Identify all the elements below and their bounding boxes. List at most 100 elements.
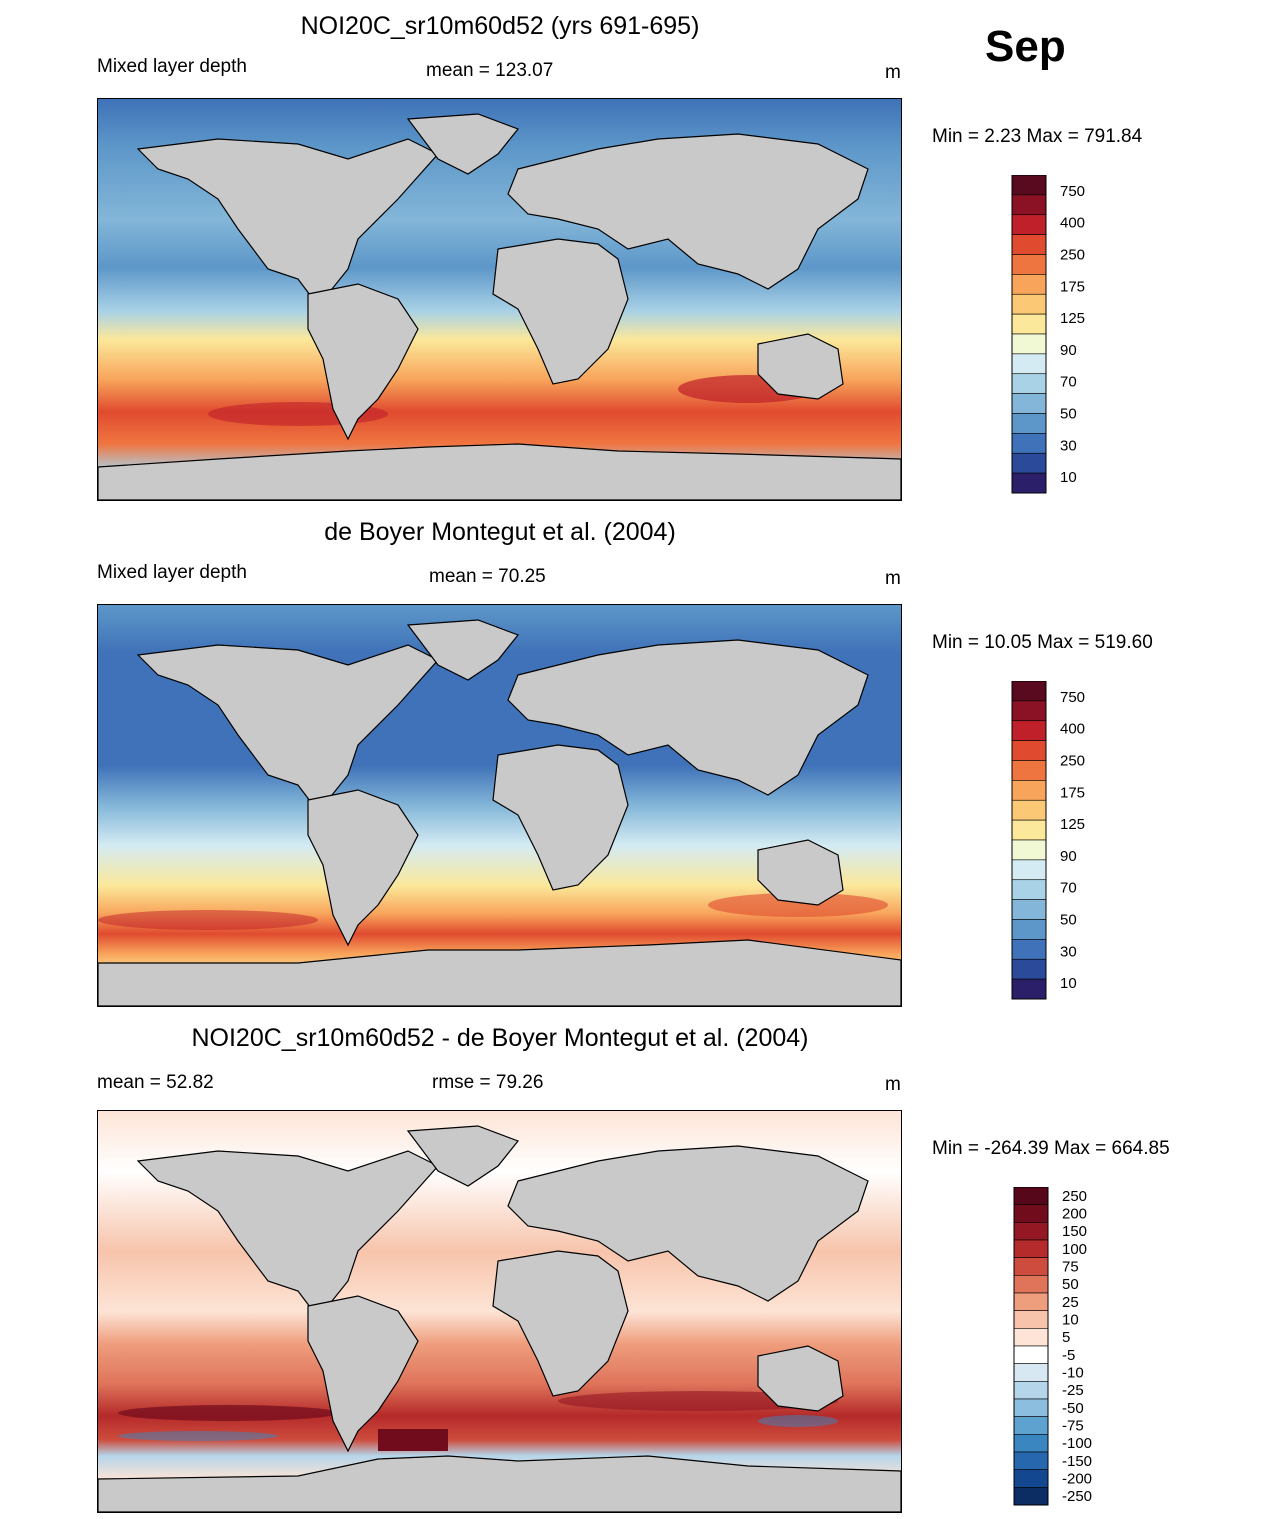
colorbar-swatch	[1011, 681, 1047, 702]
colorbar-tick-label: 50	[1060, 912, 1077, 929]
colorbar-swatch	[1011, 373, 1047, 394]
panel2-mean-label: mean = 70.25	[429, 566, 546, 587]
colorbar-tick-label: 50	[1062, 1276, 1079, 1293]
colorbar-swatch	[1013, 1187, 1049, 1205]
colorbar-swatch	[1013, 1328, 1049, 1347]
panel1-map	[97, 98, 902, 501]
colorbar-tick-label: -75	[1062, 1418, 1084, 1435]
colorbar-swatch	[1013, 1239, 1049, 1258]
colorbar-swatch	[1013, 1275, 1049, 1294]
panel1-title: NOI20C_sr10m60d52 (yrs 691-695)	[300, 12, 700, 40]
colorbar-swatch	[1013, 1257, 1049, 1276]
colorbar-swatch	[1011, 939, 1047, 960]
panel1-colorbar: 750 400 250 175 125 90 70 50 30 10	[1011, 175, 1085, 494]
panel3-units: m	[885, 1074, 901, 1095]
colorbar-tick-label: 90	[1060, 342, 1077, 359]
panel3-minmax: Min = -264.39 Max = 664.85	[932, 1138, 1170, 1159]
colorbar-swatch	[1011, 452, 1047, 474]
colorbar-swatch	[1011, 899, 1047, 920]
panel1-mean-label: mean = 123.07	[426, 60, 554, 81]
panel2-minmax: Min = 10.05 Max = 519.60	[932, 632, 1153, 653]
colorbar-swatch	[1013, 1434, 1049, 1453]
colorbar-tick-label: 5	[1062, 1329, 1070, 1346]
colorbar-tick-label: 250	[1060, 753, 1085, 770]
colorbar-swatch	[1013, 1363, 1049, 1382]
colorbar-tick-label: -100	[1062, 1435, 1092, 1452]
panel2-units: m	[885, 568, 901, 589]
colorbar-tick-label: 150	[1062, 1223, 1087, 1240]
panel2-left-label: Mixed layer depth	[97, 562, 247, 583]
colorbar-swatch	[1011, 274, 1047, 295]
colorbar-tick-label: 400	[1060, 721, 1085, 738]
colorbar-swatch	[1011, 799, 1047, 821]
colorbar-tick-label: -10	[1062, 1365, 1084, 1382]
panel3-map-svg	[98, 1111, 901, 1512]
colorbar-swatch	[1011, 740, 1047, 761]
colorbar-swatch	[1013, 1222, 1049, 1241]
colorbar-swatch	[1011, 958, 1047, 980]
colorbar-swatch	[1011, 879, 1047, 900]
colorbar-tick-label: 50	[1060, 406, 1077, 423]
colorbar-swatch	[1011, 333, 1047, 355]
panel1-units: m	[885, 62, 901, 83]
colorbar-tick-label: 200	[1062, 1206, 1087, 1223]
colorbar-swatch	[1013, 1381, 1049, 1400]
colorbar-swatch	[1013, 1416, 1049, 1435]
colorbar-swatch	[1011, 760, 1047, 781]
colorbar-swatch	[1011, 978, 1047, 1000]
colorbar-swatch	[1011, 313, 1047, 335]
colorbar-swatch	[1011, 413, 1047, 434]
colorbar-tick-label: 10	[1060, 975, 1077, 992]
panel1-left-label: Mixed layer depth	[97, 56, 247, 77]
colorbar-tick-label: -250	[1062, 1488, 1092, 1505]
colorbar-tick-label: 250	[1062, 1188, 1087, 1205]
colorbar-swatch	[1011, 859, 1047, 881]
colorbar-swatch	[1011, 254, 1047, 275]
colorbar-border	[1011, 681, 1047, 1000]
colorbar-tick-label: 750	[1060, 183, 1085, 200]
colorbar-tick-label: 125	[1060, 310, 1085, 327]
colorbar-tick-label: 90	[1060, 848, 1077, 865]
colorbar-swatch	[1011, 353, 1047, 375]
colorbar-swatch	[1011, 293, 1047, 315]
colorbar-border	[1013, 1187, 1049, 1506]
colorbar-tick-label: -150	[1062, 1453, 1092, 1470]
panel3-title: NOI20C_sr10m60d52 - de Boyer Montegut et…	[191, 1024, 809, 1052]
colorbar-swatch	[1013, 1487, 1049, 1506]
colorbar-tick-label: 175	[1060, 278, 1085, 295]
colorbar-tick-label: -50	[1062, 1400, 1084, 1417]
colorbar-swatch	[1011, 472, 1047, 494]
colorbar-swatch	[1013, 1469, 1049, 1488]
panel2-map-svg	[98, 605, 901, 1006]
colorbar-tick-label: 10	[1060, 469, 1077, 486]
colorbar-tick-label: 30	[1060, 437, 1077, 454]
panel2-title: de Boyer Montegut et al. (2004)	[324, 518, 676, 546]
colorbar-tick-label: 70	[1060, 880, 1077, 897]
panel3-colorbar: 250200150100755025105-5-10-25-50-75-100-…	[1013, 1187, 1092, 1506]
colorbar-swatch	[1011, 720, 1047, 741]
colorbar-swatch	[1013, 1204, 1049, 1223]
colorbar-tick-label: 250	[1060, 247, 1085, 264]
colorbar-tick-label: 75	[1062, 1259, 1079, 1276]
colorbar-tick-label: 175	[1060, 784, 1085, 801]
colorbar-swatch	[1011, 919, 1047, 940]
panel1-map-svg	[98, 99, 901, 500]
colorbar-swatch	[1013, 1398, 1049, 1417]
panel2-map	[97, 604, 902, 1007]
panel3-rmse-label: rmse = 79.26	[432, 1072, 544, 1093]
colorbar-tick-label: 25	[1062, 1294, 1079, 1311]
colorbar-tick-label: 10	[1062, 1312, 1079, 1329]
colorbar-swatch	[1011, 700, 1047, 722]
colorbar-swatch	[1011, 194, 1047, 216]
colorbar-tick-label: 400	[1060, 215, 1085, 232]
colorbar-swatch	[1013, 1292, 1049, 1311]
colorbar-swatch	[1011, 819, 1047, 841]
panel3-mean-label: mean = 52.82	[97, 1072, 214, 1093]
colorbar-swatch	[1011, 433, 1047, 454]
colorbar-swatch	[1013, 1310, 1049, 1329]
colorbar-swatch	[1013, 1451, 1049, 1470]
colorbar-tick-label: -200	[1062, 1471, 1092, 1488]
panel1-minmax: Min = 2.23 Max = 791.84	[932, 126, 1143, 147]
colorbar-swatch	[1011, 234, 1047, 255]
colorbar-swatch	[1011, 839, 1047, 861]
